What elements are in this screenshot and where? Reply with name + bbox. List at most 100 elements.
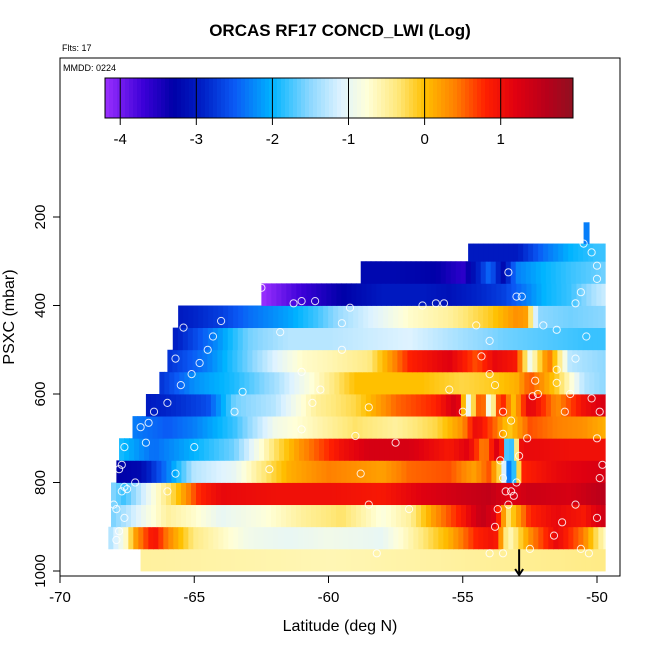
heatmap-cell (402, 416, 409, 439)
heatmap-cell (511, 460, 517, 483)
heatmap-cell (485, 394, 492, 417)
colorbar-swatch (325, 78, 330, 118)
colorbar-swatch (337, 78, 342, 118)
heatmap-cell (424, 371, 430, 395)
heatmap-cell (437, 416, 444, 439)
heatmap-cell (398, 526, 404, 550)
heatmap-cell (521, 283, 527, 306)
heatmap-cell (598, 305, 604, 329)
heatmap-cell (320, 394, 327, 417)
observation-marker (405, 505, 414, 514)
heatmap-cell (354, 438, 360, 461)
heatmap-cell (219, 438, 225, 461)
heatmap-cell (241, 460, 247, 483)
heatmap-cell (296, 504, 302, 528)
colorbar-swatch (277, 78, 282, 118)
heatmap-cell (383, 305, 389, 329)
heatmap-cell (583, 526, 589, 550)
heatmap-cell (444, 371, 450, 395)
heatmap-cell (396, 504, 402, 528)
heatmap-cell (268, 526, 274, 550)
heatmap-cell (215, 548, 222, 572)
heatmap-cell (399, 438, 405, 461)
heatmap-cell (160, 394, 167, 417)
heatmap-cell (175, 394, 182, 417)
heatmap-cell (391, 460, 397, 483)
heatmap-cell (411, 482, 417, 506)
heatmap-cell (561, 283, 567, 306)
colorbar-swatch (409, 78, 414, 118)
heatmap-cell (436, 482, 442, 506)
colorbar-swatch (157, 78, 162, 118)
heatmap-cell (353, 305, 359, 329)
heatmap-cell (144, 438, 150, 461)
heatmap-cell (559, 438, 565, 461)
heatmap-cell (602, 416, 606, 439)
heatmap-cell (387, 349, 393, 373)
colorbar-swatch (405, 78, 410, 118)
heatmap-cell (235, 394, 242, 417)
heatmap-cell (225, 548, 232, 572)
heatmap-cell (263, 526, 269, 550)
heatmap-cell (333, 526, 339, 550)
heatmap-cell (477, 327, 484, 351)
observation-marker (485, 549, 494, 558)
heatmap-cell (223, 305, 229, 329)
colorbar-swatch (485, 78, 490, 118)
observation-marker (217, 316, 226, 326)
heatmap-cell (522, 327, 529, 351)
colorbar-swatch (213, 78, 218, 118)
heatmap-cell (380, 548, 387, 572)
heatmap-cell (281, 482, 287, 506)
heatmap-cell (494, 438, 500, 461)
heatmap-cell (477, 349, 483, 373)
heatmap-cell (182, 327, 189, 351)
heatmap-cell (367, 416, 374, 439)
heatmap-cell (328, 305, 334, 329)
heatmap-cell (401, 482, 407, 506)
heatmap-cell (111, 504, 117, 528)
heatmap-cell (438, 526, 444, 550)
heatmap-cell (493, 305, 499, 329)
heatmap-cell (317, 416, 324, 439)
heatmap-cell (513, 243, 519, 262)
colorbar-tick-label: -4 (114, 131, 127, 148)
heatmap-cell (283, 305, 289, 329)
heatmap-cell (362, 349, 368, 373)
heatmap-cell (166, 482, 172, 506)
heatmap-cell (510, 548, 517, 572)
observation-marker (230, 407, 239, 416)
heatmap-cell (336, 283, 342, 306)
heatmap-cell (365, 394, 372, 417)
heatmap-cell (281, 283, 287, 306)
heatmap-cell (212, 416, 219, 439)
heatmap-cell (374, 371, 380, 395)
heatmap-cell (410, 394, 417, 417)
colorbar-swatch (477, 78, 482, 118)
heatmap-cell (470, 261, 477, 284)
heatmap-cell (359, 371, 365, 395)
heatmap-cell (197, 327, 204, 351)
heatmap-cell (151, 482, 157, 506)
heatmap-cell (596, 283, 602, 306)
colorbar-swatch (189, 78, 194, 118)
heatmap-cell (591, 460, 597, 483)
heatmap-cell (552, 327, 559, 351)
heatmap-cell (501, 460, 507, 483)
heatmap-cell (517, 349, 523, 373)
heatmap-cell (599, 438, 605, 461)
heatmap-cell (527, 416, 534, 439)
heatmap-cell (552, 416, 559, 439)
heatmap-cell (316, 482, 322, 506)
heatmap-cell (436, 460, 442, 483)
colorbar-swatch (113, 78, 118, 118)
heatmap-cell (493, 526, 499, 550)
heatmap-cell (566, 504, 572, 528)
heatmap-cell (386, 283, 392, 306)
heatmap-cell (284, 371, 290, 395)
heatmap-cell (404, 371, 410, 395)
heatmap-cell (321, 283, 327, 306)
colorbar-swatch (569, 78, 574, 118)
heatmap-cell (391, 482, 397, 506)
heatmap-cell (151, 460, 157, 483)
